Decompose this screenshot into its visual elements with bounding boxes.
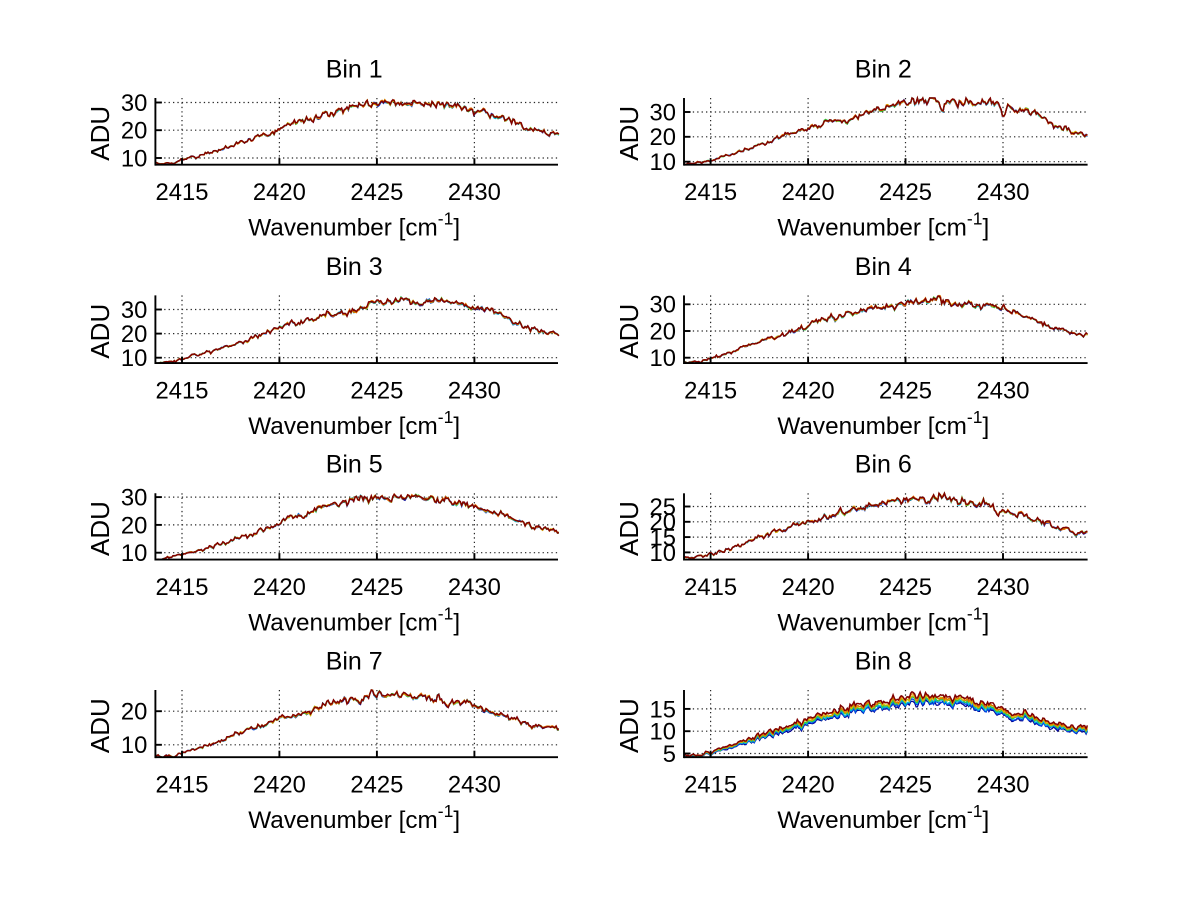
- svg-text:Wavenumber [cm-1]: Wavenumber [cm-1]: [777, 209, 989, 242]
- svg-text:2425: 2425: [350, 378, 403, 405]
- svg-text:Bin 2: Bin 2: [855, 55, 912, 83]
- svg-text:Wavenumber [cm-1]: Wavenumber [cm-1]: [777, 801, 989, 834]
- svg-text:2425: 2425: [879, 378, 932, 405]
- svg-text:10: 10: [650, 540, 676, 567]
- svg-text:20: 20: [121, 512, 147, 539]
- svg-text:20: 20: [650, 318, 676, 345]
- svg-text:30: 30: [121, 485, 147, 512]
- svg-text:5: 5: [663, 741, 676, 768]
- svg-text:10: 10: [121, 145, 147, 172]
- svg-text:Bin 1: Bin 1: [326, 55, 383, 83]
- svg-text:Wavenumber [cm-1]: Wavenumber [cm-1]: [777, 604, 989, 637]
- svg-text:2425: 2425: [350, 574, 403, 601]
- svg-text:Bin 7: Bin 7: [326, 647, 383, 675]
- svg-text:2415: 2415: [684, 574, 737, 601]
- svg-text:2415: 2415: [684, 179, 737, 206]
- svg-text:2420: 2420: [253, 378, 306, 405]
- svg-text:ADU: ADU: [85, 698, 115, 753]
- svg-text:2425: 2425: [350, 179, 403, 206]
- svg-text:2415: 2415: [684, 378, 737, 405]
- svg-text:2430: 2430: [448, 179, 501, 206]
- svg-text:Wavenumber [cm-1]: Wavenumber [cm-1]: [248, 801, 460, 834]
- svg-text:2415: 2415: [156, 179, 209, 206]
- svg-text:Wavenumber [cm-1]: Wavenumber [cm-1]: [777, 407, 989, 440]
- svg-text:ADU: ADU: [614, 106, 644, 161]
- svg-text:Bin 8: Bin 8: [855, 647, 912, 675]
- svg-text:10: 10: [121, 540, 147, 567]
- svg-text:Bin 5: Bin 5: [326, 451, 383, 479]
- svg-text:10: 10: [650, 345, 676, 372]
- svg-text:2430: 2430: [977, 378, 1030, 405]
- svg-text:2415: 2415: [156, 574, 209, 601]
- svg-text:2420: 2420: [782, 772, 835, 799]
- svg-text:2425: 2425: [879, 772, 932, 799]
- svg-text:20: 20: [121, 118, 147, 145]
- svg-text:ADU: ADU: [85, 106, 115, 161]
- svg-text:2430: 2430: [448, 772, 501, 799]
- svg-text:10: 10: [650, 149, 676, 176]
- svg-text:2415: 2415: [684, 772, 737, 799]
- svg-text:2425: 2425: [350, 772, 403, 799]
- svg-text:2420: 2420: [253, 772, 306, 799]
- svg-text:10: 10: [650, 719, 676, 746]
- svg-text:30: 30: [121, 90, 147, 117]
- svg-text:2430: 2430: [977, 179, 1030, 206]
- svg-text:2420: 2420: [782, 179, 835, 206]
- svg-text:2415: 2415: [156, 378, 209, 405]
- svg-text:30: 30: [121, 297, 147, 324]
- svg-text:20: 20: [121, 699, 147, 726]
- svg-text:Wavenumber [cm-1]: Wavenumber [cm-1]: [248, 209, 460, 242]
- svg-text:Bin 4: Bin 4: [855, 253, 912, 281]
- svg-text:ADU: ADU: [614, 304, 644, 359]
- svg-text:15: 15: [650, 525, 676, 552]
- svg-text:25: 25: [650, 494, 676, 521]
- svg-text:2430: 2430: [448, 378, 501, 405]
- svg-text:2420: 2420: [253, 179, 306, 206]
- svg-text:2425: 2425: [879, 179, 932, 206]
- svg-text:ADU: ADU: [85, 304, 115, 359]
- svg-text:ADU: ADU: [85, 501, 115, 556]
- svg-text:2430: 2430: [977, 772, 1030, 799]
- svg-text:20: 20: [650, 509, 676, 536]
- svg-text:ADU: ADU: [614, 698, 644, 753]
- svg-text:10: 10: [121, 732, 147, 759]
- svg-text:2420: 2420: [782, 574, 835, 601]
- svg-text:ADU: ADU: [614, 501, 644, 556]
- svg-text:2430: 2430: [448, 574, 501, 601]
- svg-text:Bin 3: Bin 3: [326, 253, 383, 281]
- svg-text:20: 20: [650, 124, 676, 151]
- svg-text:30: 30: [650, 292, 676, 319]
- svg-text:2425: 2425: [879, 574, 932, 601]
- svg-text:2420: 2420: [782, 378, 835, 405]
- svg-text:Bin 6: Bin 6: [855, 451, 912, 479]
- svg-text:15: 15: [650, 696, 676, 723]
- svg-text:Wavenumber [cm-1]: Wavenumber [cm-1]: [248, 604, 460, 637]
- svg-text:Wavenumber [cm-1]: Wavenumber [cm-1]: [248, 407, 460, 440]
- svg-text:2420: 2420: [253, 574, 306, 601]
- svg-text:20: 20: [121, 321, 147, 348]
- svg-text:2430: 2430: [977, 574, 1030, 601]
- svg-text:30: 30: [650, 99, 676, 126]
- svg-text:10: 10: [121, 345, 147, 372]
- svg-text:2415: 2415: [156, 772, 209, 799]
